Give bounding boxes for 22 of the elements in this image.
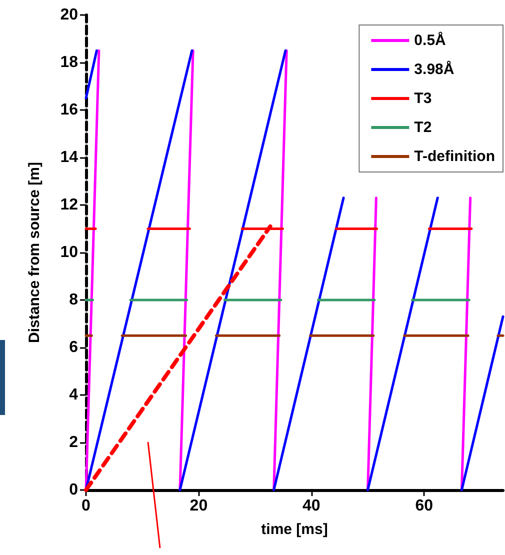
x-tick-label: 20: [190, 498, 208, 514]
y-tick-label: 14: [60, 149, 78, 166]
y-tick-label: 0: [69, 482, 78, 498]
legend-label: T3: [414, 90, 432, 107]
x-tick-label: 0: [82, 498, 91, 514]
legend-label: T-definition: [414, 148, 496, 165]
y-tick-label: 2: [69, 434, 78, 451]
legend-label: 3.98Å: [414, 60, 454, 78]
y-tick-label: 18: [60, 54, 78, 71]
y-tick-label: 6: [69, 339, 78, 356]
y-tick-label: 16: [60, 102, 78, 118]
x-tick-label: 40: [302, 498, 320, 514]
x-axis-title: time [ms]: [261, 521, 328, 538]
legend-label: 0.5Å: [414, 31, 446, 49]
legend-label: T2: [414, 119, 432, 136]
y-tick-label: 8: [69, 292, 78, 308]
y-tick-label: 4: [69, 386, 78, 404]
y-tick-label: 12: [60, 196, 78, 214]
x-tick-label: 60: [415, 498, 434, 514]
y-axis-title: Distance from source [m]: [26, 162, 43, 343]
y-tick-label: 20: [60, 6, 78, 24]
y-tick-label: 10: [60, 244, 78, 261]
